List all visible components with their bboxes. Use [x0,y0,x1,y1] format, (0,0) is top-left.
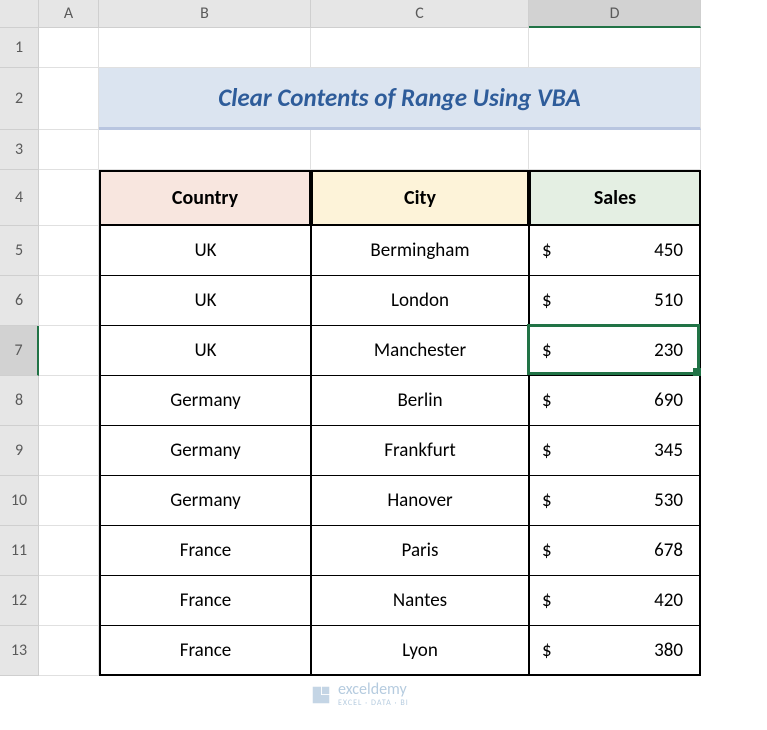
cell-country[interactable]: Germany [99,426,311,476]
cell-empty[interactable] [39,476,99,526]
cell-sales[interactable]: $690 [529,376,701,426]
cell-country[interactable]: UK [99,226,311,276]
cell-country[interactable]: Germany [99,476,311,526]
cell-empty[interactable] [311,130,529,170]
cell-city[interactable]: Manchester [311,326,529,376]
page-title[interactable]: Clear Contents of Range Using VBA [99,68,701,130]
cell-country[interactable]: France [99,626,311,676]
cell-empty[interactable] [311,28,529,68]
row-header-5[interactable]: 5 [0,226,39,276]
cell-empty[interactable] [99,130,311,170]
row-header-4[interactable]: 4 [0,170,39,226]
cell-sales[interactable]: $678 [529,526,701,576]
row-header-3[interactable]: 3 [0,130,39,170]
row-header-11[interactable]: 11 [0,526,39,576]
cell-sales[interactable]: $380 [529,626,701,676]
cell-empty[interactable] [39,28,99,68]
table-header-country[interactable]: Country [99,170,311,226]
cell-city[interactable]: Hanover [311,476,529,526]
cell-empty[interactable] [39,170,99,226]
cell-grid: Clear Contents of Range Using VBA Country… [39,28,701,676]
row-header-12[interactable]: 12 [0,576,39,626]
spreadsheet: ABCD 12345678910111213 Clear Contents of… [0,0,767,730]
row-headers: 12345678910111213 [0,28,39,676]
cell-empty[interactable] [39,576,99,626]
cell-city[interactable]: London [311,276,529,326]
cell-city[interactable]: Frankfurt [311,426,529,476]
cell-empty[interactable] [99,28,311,68]
cell-country[interactable]: France [99,526,311,576]
cell-sales[interactable]: $510 [529,276,701,326]
cell-empty[interactable] [39,68,99,130]
row-header-1[interactable]: 1 [0,28,39,68]
col-header-A[interactable]: A [39,0,99,28]
cell-city[interactable]: Berlin [311,376,529,426]
table-header-city[interactable]: City [311,170,529,226]
table-header-sales[interactable]: Sales [529,170,701,226]
cell-country[interactable]: France [99,576,311,626]
col-header-B[interactable]: B [99,0,311,28]
cell-empty[interactable] [39,226,99,276]
row-header-8[interactable]: 8 [0,376,39,426]
cell-sales[interactable]: $450 [529,226,701,276]
cell-city[interactable]: Nantes [311,576,529,626]
cell-empty[interactable] [529,28,701,68]
cell-country[interactable]: UK [99,276,311,326]
cell-city[interactable]: Bermingham [311,226,529,276]
row-header-7[interactable]: 7 [0,326,39,376]
row-header-13[interactable]: 13 [0,626,39,676]
cell-sales[interactable]: $420 [529,576,701,626]
row-header-6[interactable]: 6 [0,276,39,326]
cell-city[interactable]: Lyon [311,626,529,676]
cell-country[interactable]: Germany [99,376,311,426]
cell-empty[interactable] [39,376,99,426]
watermark-text: exceldemy EXCEL · DATA · BI [338,682,409,708]
row-header-9[interactable]: 9 [0,426,39,476]
cell-empty[interactable] [529,130,701,170]
cell-empty[interactable] [39,526,99,576]
cell-empty[interactable] [39,130,99,170]
cell-empty[interactable] [39,276,99,326]
select-all-corner[interactable] [0,0,39,28]
column-headers: ABCD [39,0,701,28]
cell-empty[interactable] [39,626,99,676]
cell-sales[interactable]: $230 [529,326,701,376]
row-header-10[interactable]: 10 [0,476,39,526]
cell-sales[interactable]: $345 [529,426,701,476]
cell-city[interactable]: Paris [311,526,529,576]
col-header-D[interactable]: D [529,0,701,28]
col-header-C[interactable]: C [311,0,529,28]
row-header-2[interactable]: 2 [0,68,39,130]
watermark-icon [310,684,332,706]
cell-country[interactable]: UK [99,326,311,376]
cell-sales[interactable]: $530 [529,476,701,526]
watermark: exceldemy EXCEL · DATA · BI [310,682,409,708]
cell-empty[interactable] [39,426,99,476]
cell-empty[interactable] [39,326,99,376]
